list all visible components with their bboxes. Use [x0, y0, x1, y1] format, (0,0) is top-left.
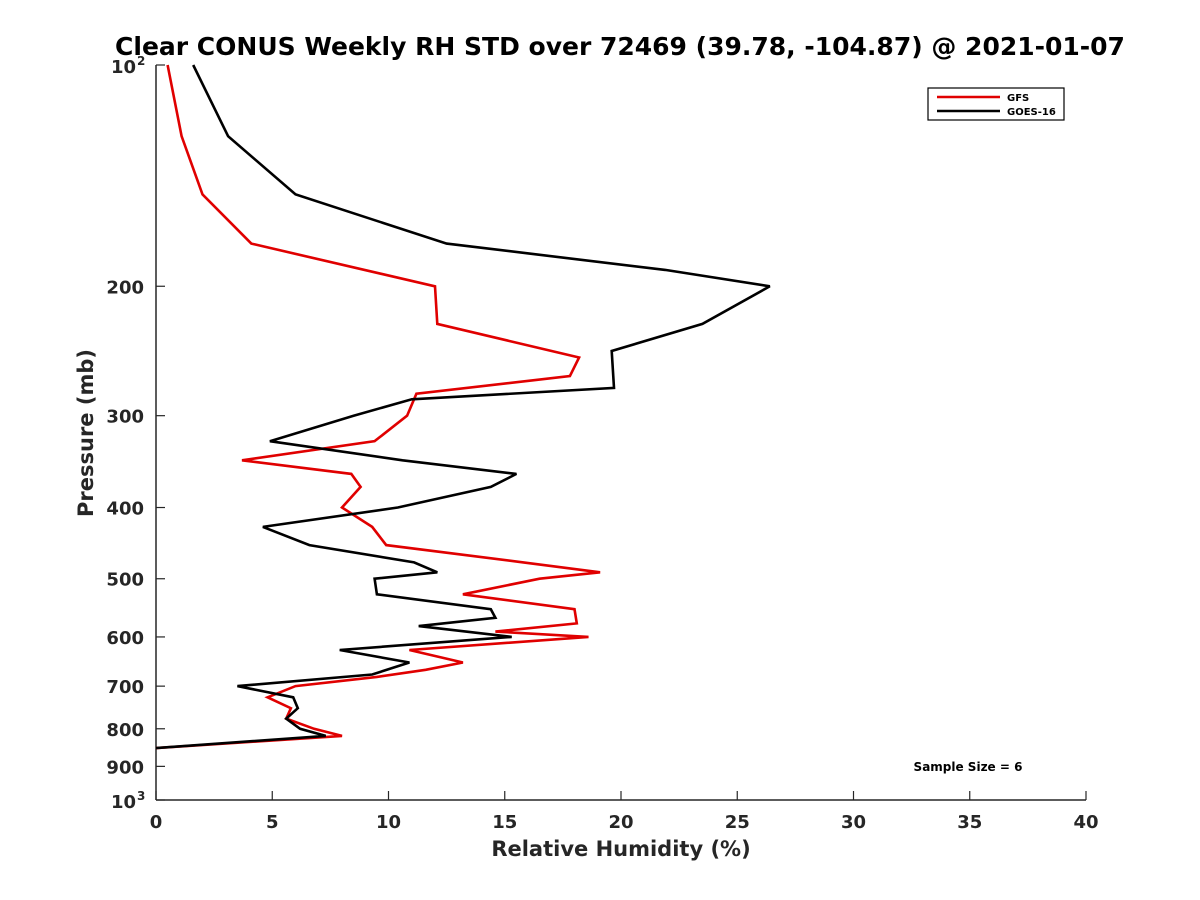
y-tick-label: 10 [111, 792, 136, 813]
x-axis-label: Relative Humidity (%) [491, 837, 750, 861]
y-tick-label: 10 [111, 57, 136, 78]
series-line-goes-16 [155, 64, 771, 750]
x-tick-label: 10 [376, 812, 401, 833]
x-tick-label: 25 [725, 812, 750, 833]
sample-size-annotation: Sample Size = 6 [914, 760, 1023, 774]
x-tick-label: 30 [841, 812, 866, 833]
legend-label-goes-16: GOES-16 [1007, 107, 1056, 118]
y-tick-label: 500 [106, 570, 144, 591]
y-tick-label: 800 [106, 720, 144, 741]
series-layer [155, 64, 771, 750]
y-tick-label: 300 [106, 407, 144, 428]
series-line-gfs [155, 64, 601, 750]
y-tick-label: 600 [106, 628, 144, 649]
chart-title: Clear CONUS Weekly RH STD over 72469 (39… [115, 32, 1125, 61]
y-axis-label: Pressure (mb) [74, 349, 98, 517]
x-axis-ticks: 0 5 10 15 20 25 30 35 40 [150, 791, 1099, 833]
plot-area: 0 5 10 15 20 25 30 35 40 10 220030040050060070080… [106, 54, 1098, 833]
x-tick-label: 15 [492, 812, 517, 833]
y-tick-label: 400 [106, 499, 144, 520]
y-tick-exponent: 3 [137, 789, 145, 803]
y-tick-label: 700 [106, 677, 144, 698]
legend-label-gfs: GFS [1007, 93, 1029, 104]
legend-box [927, 87, 1065, 121]
x-tick-label: 35 [957, 812, 982, 833]
y-tick-label: 900 [106, 757, 144, 778]
y-tick-exponent: 2 [137, 54, 145, 68]
y-tick-label: 200 [106, 277, 144, 298]
x-tick-label: 40 [1073, 812, 1098, 833]
x-tick-label: 20 [608, 812, 633, 833]
x-tick-label: 5 [266, 812, 279, 833]
x-tick-label: 0 [150, 812, 163, 833]
legend: GFS GOES-16 [927, 87, 1065, 121]
